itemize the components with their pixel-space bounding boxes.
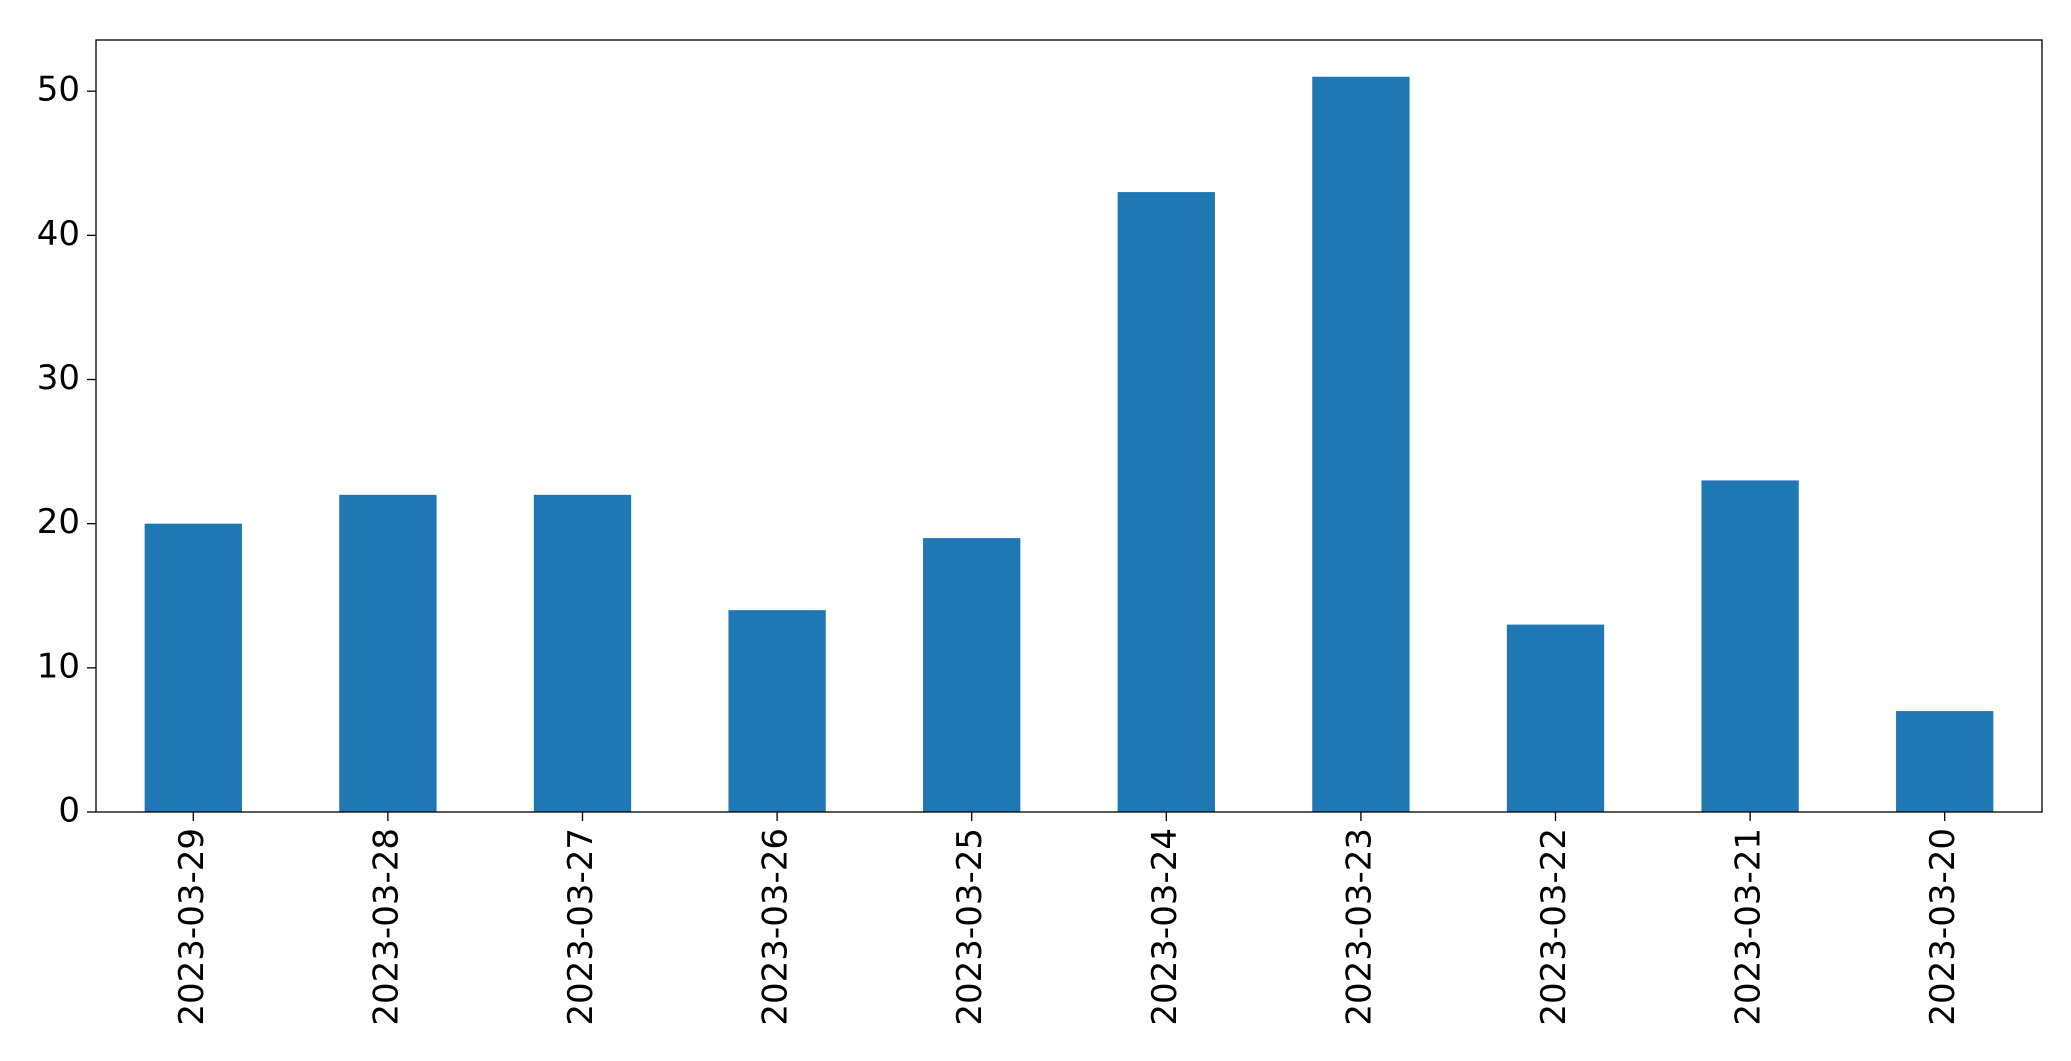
bar (533, 494, 632, 812)
bar (1701, 480, 1799, 812)
bar (728, 610, 826, 812)
bar (1312, 76, 1410, 812)
bar (144, 523, 242, 812)
x-tick-label: 2023-03-21 (1729, 828, 1769, 1026)
x-tick-label: 2023-03-25 (950, 828, 990, 1026)
x-tick-label: 2023-03-23 (1339, 828, 1379, 1026)
y-tick-label: 0 (58, 791, 80, 831)
x-tick-label: 2023-03-22 (1534, 828, 1574, 1026)
bar (923, 538, 1021, 812)
x-tick-label: 2023-03-29 (172, 828, 212, 1026)
y-tick-label: 40 (37, 214, 80, 254)
bar (1896, 711, 1994, 812)
x-tick-label: 2023-03-26 (756, 828, 796, 1026)
x-tick-label: 2023-03-24 (1145, 828, 1185, 1026)
plot-frame (95, 39, 2043, 813)
bar (1506, 624, 1605, 812)
bar (1117, 192, 1215, 812)
x-tick-label: 2023-03-20 (1923, 828, 1963, 1026)
bar (339, 494, 437, 812)
y-tick-label: 50 (37, 70, 80, 110)
y-tick-label: 30 (37, 358, 80, 398)
x-tick-label: 2023-03-28 (366, 828, 406, 1026)
y-tick-label: 10 (37, 646, 80, 686)
x-tick-label: 2023-03-27 (561, 828, 601, 1026)
y-tick-label: 20 (37, 502, 80, 542)
